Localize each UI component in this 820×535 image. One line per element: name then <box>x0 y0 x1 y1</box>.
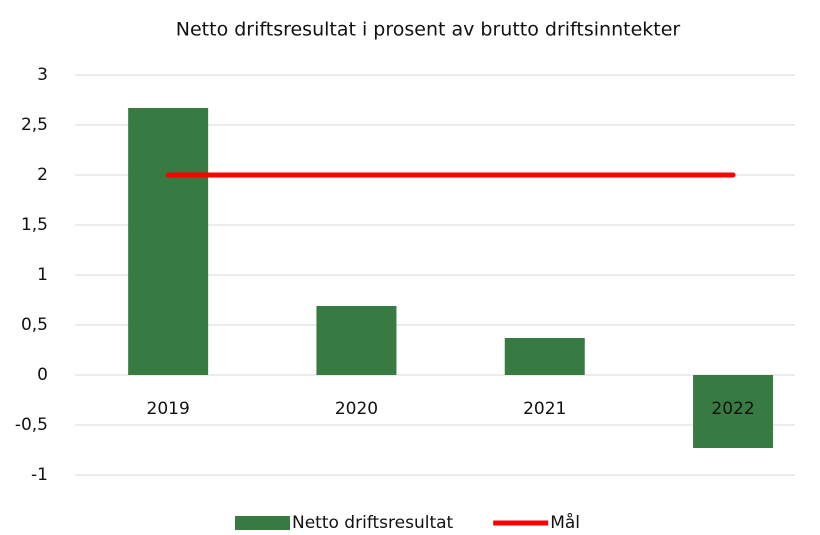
y-tick-label: 0,5 <box>21 315 48 335</box>
y-tick-label: 2 <box>37 165 48 185</box>
y-tick-label: 2,5 <box>21 115 48 135</box>
y-tick-label: -0,5 <box>15 415 48 435</box>
y-tick-label: 1 <box>37 265 48 285</box>
y-tick-label: 1,5 <box>21 215 48 235</box>
bar <box>128 108 209 375</box>
y-tick-label: 3 <box>37 65 48 85</box>
x-tick-label: 2021 <box>523 399 566 419</box>
x-tick-label: 2019 <box>147 399 190 419</box>
bar <box>316 306 397 375</box>
chart-title: Netto driftsresultat i prosent av brutto… <box>176 19 681 41</box>
legend-swatch <box>235 516 290 530</box>
x-tick-label: 2020 <box>335 399 378 419</box>
legend-label: Mål <box>550 512 580 533</box>
x-tick-label: 2022 <box>711 399 754 419</box>
bar <box>693 375 774 448</box>
bar <box>504 338 585 375</box>
y-tick-label: 0 <box>37 365 48 385</box>
legend-label: Netto driftsresultat <box>292 513 454 533</box>
y-tick-label: -1 <box>31 465 48 485</box>
